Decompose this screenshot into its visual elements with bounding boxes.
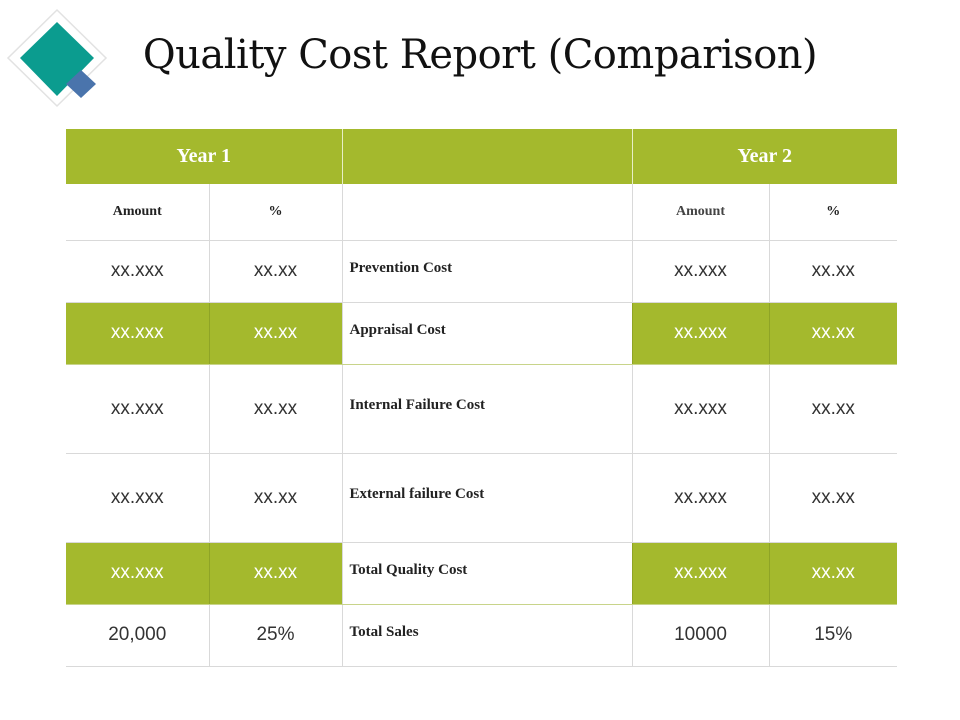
year1-amount: xx.xxx [66,364,209,454]
row-label: Internal Failure Cost [341,364,632,454]
table-row: xx.xxx xx.xx External failure Cost xx.xx… [66,453,897,543]
year2-percent: xx.xx [768,240,897,303]
column-header-row: Amount % Amount % [66,184,897,241]
year1-percent: xx.xx [208,364,342,454]
year2-percent-header: % [768,184,897,241]
year1-percent: xx.xx [208,240,342,303]
year2-percent: xx.xx [768,364,897,454]
year-header-spacer [341,129,632,184]
year1-percent-header: % [208,184,342,241]
row-label: External failure Cost [341,453,632,543]
year2-percent: xx.xx [768,302,897,365]
year2-percent: xx.xx [768,453,897,543]
year2-amount-header: Amount [631,184,769,241]
year2-header: Year 2 [631,129,897,184]
year2-amount: xx.xxx [631,542,769,605]
table-row: xx.xxx xx.xx Prevention Cost xx.xxx xx.x… [66,240,897,303]
table-row: xx.xxx xx.xx Total Quality Cost xx.xxx x… [66,542,897,605]
year1-amount: xx.xxx [66,240,209,303]
row-label-text: External failure Cost [349,486,485,502]
year1-amount: xx.xxx [66,542,209,605]
row-label: Prevention Cost [341,240,632,303]
year2-amount: xx.xxx [631,302,769,365]
row-label-text: Total Quality Cost [349,561,468,578]
year1-amount: 20,000 [66,604,209,667]
year2-amount: xx.xxx [631,240,769,303]
year1-percent: xx.xx [208,302,342,365]
label-header-blank [341,184,632,241]
table-row: xx.xxx xx.xx Appraisal Cost xx.xxx xx.xx [66,302,897,365]
year1-amount: xx.xxx [66,302,209,365]
year2-percent: 15% [768,604,897,667]
row-label-text: Total Sales [349,623,419,640]
table-row: 20,000 25% Total Sales 10000 15% [66,604,897,667]
year2-amount: xx.xxx [631,364,769,454]
year1-amount-header: Amount [66,184,209,241]
diamond-logo-icon [0,0,120,110]
page-title: Quality Cost Report (Comparison) [142,32,818,78]
year1-header: Year 1 [66,129,342,184]
row-label: Appraisal Cost [341,302,632,365]
year1-percent: 25% [208,604,342,667]
row-label-text: Appraisal Cost [349,321,446,338]
year1-amount: xx.xxx [66,453,209,543]
year1-percent: xx.xx [208,542,342,605]
table-row: xx.xxx xx.xx Internal Failure Cost xx.xx… [66,364,897,454]
row-label: Total Sales [341,604,632,667]
row-label-text: Internal Failure Cost [349,397,486,413]
year2-amount: 10000 [631,604,769,667]
row-label: Total Quality Cost [341,542,632,605]
year1-percent: xx.xx [208,453,342,543]
quality-cost-table: Year 1 Year 2 Amount % Amount % xx.xxx x… [66,129,897,667]
row-label-text: Prevention Cost [349,259,453,276]
year-header-row: Year 1 Year 2 [66,129,897,184]
year2-amount: xx.xxx [631,453,769,543]
year2-percent: xx.xx [768,542,897,605]
